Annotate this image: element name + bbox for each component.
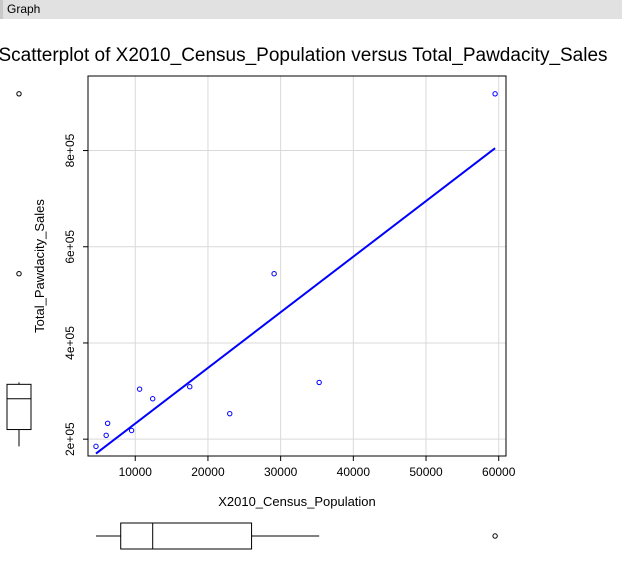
data-point xyxy=(136,386,143,392)
x-axis-label: X2010_Census_Population xyxy=(218,494,376,509)
data-point xyxy=(103,432,109,439)
data-point xyxy=(104,420,111,426)
chart-title: Scatterplot of X2010_Census_Population v… xyxy=(0,45,608,66)
x-tick-label: 50000 xyxy=(409,465,443,479)
data-point xyxy=(128,427,135,434)
y-tick-label: 2e+05 xyxy=(63,422,77,456)
x-tick-label: 40000 xyxy=(337,465,371,479)
grid-lines xyxy=(88,76,506,456)
window-title: Graph xyxy=(0,0,622,19)
fit-line-layer xyxy=(95,147,496,455)
y-axis-ticks: 2e+05 4e+05 6e+05 8e+05 xyxy=(63,133,88,456)
y-boxplot xyxy=(6,91,32,447)
data-point xyxy=(227,410,233,417)
x-tick-label: 10000 xyxy=(119,465,153,479)
x-tick-label: 30000 xyxy=(264,465,298,479)
x-axis-ticks: 10000 20000 30000 40000 50000 60000 xyxy=(119,456,516,479)
y-tick-label: 4e+05 xyxy=(63,326,77,360)
data-point xyxy=(93,443,99,450)
data-point xyxy=(149,396,156,402)
x-box-outlier xyxy=(492,533,498,539)
data-point xyxy=(316,379,322,386)
y-box-outlier xyxy=(16,91,22,97)
regression-line xyxy=(95,147,496,455)
x-boxplot xyxy=(95,522,498,550)
y-box-outlier xyxy=(16,270,22,277)
y-tick-label: 6e+05 xyxy=(63,230,77,264)
x-tick-label: 20000 xyxy=(191,465,225,479)
data-point xyxy=(492,91,498,97)
y-tick-label: 8e+05 xyxy=(63,133,77,167)
plot-frame xyxy=(87,75,507,457)
x-tick-label: 60000 xyxy=(482,465,516,479)
x-box xyxy=(120,522,253,550)
data-point xyxy=(271,270,277,277)
y-axis-label: Total_Pawdacity_Sales xyxy=(32,199,47,333)
y-box xyxy=(6,383,32,431)
data-point xyxy=(187,384,193,390)
scatterplot-chart: Scatterplot of X2010_Census_Population v… xyxy=(0,45,608,550)
data-points xyxy=(93,91,498,450)
